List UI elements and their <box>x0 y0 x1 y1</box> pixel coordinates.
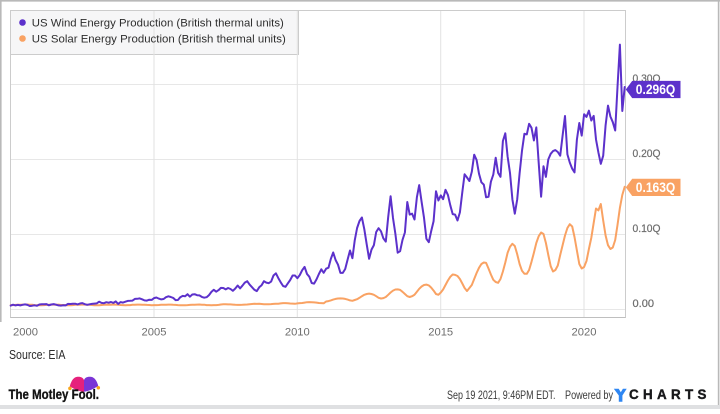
svg-text:2000: 2000 <box>13 327 38 339</box>
svg-text:2010: 2010 <box>285 327 310 339</box>
svg-text:0.10Q: 0.10Q <box>633 223 661 235</box>
svg-text:2005: 2005 <box>142 327 167 339</box>
svg-text:Powered by: Powered by <box>565 388 614 402</box>
svg-text:Sep 19 2021, 9:46PM EDT.: Sep 19 2021, 9:46PM EDT. <box>447 388 556 402</box>
svg-text:2015: 2015 <box>428 327 453 339</box>
svg-text:0.20Q: 0.20Q <box>633 148 661 160</box>
svg-text:0.163Q: 0.163Q <box>636 180 676 195</box>
svg-text:2020: 2020 <box>572 327 597 339</box>
svg-text:US Solar Energy Production (Br: US Solar Energy Production (British ther… <box>32 33 286 45</box>
svg-text:The Motley Fool.: The Motley Fool. <box>9 387 100 403</box>
svg-text:Source: EIA: Source: EIA <box>9 347 66 362</box>
svg-text:US Wind Energy Production (Bri: US Wind Energy Production (British therm… <box>32 17 284 29</box>
svg-text:0.00: 0.00 <box>633 298 655 310</box>
svg-text:CHARTS: CHARTS <box>629 387 709 402</box>
svg-text:0.296Q: 0.296Q <box>636 82 676 97</box>
